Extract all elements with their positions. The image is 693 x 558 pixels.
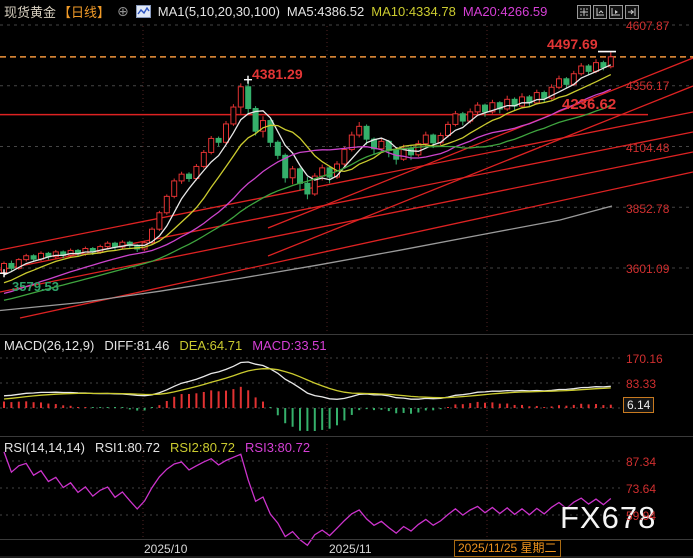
rsi2-value: RSI2:80.72 — [169, 440, 236, 455]
price-tick: 4607.87 — [626, 19, 670, 33]
peak-annotation: 4381.29 — [252, 66, 303, 82]
kline-icon[interactable] — [135, 4, 151, 18]
rsi1-value: RSI1:80.72 — [94, 440, 160, 455]
period-label: 【日线】 — [58, 4, 111, 20]
rsi-params-label: RSI(14,14,14) — [4, 440, 85, 455]
current-date-box: 2025/11/25 星期二 — [454, 540, 561, 557]
price-tick: 4104.48 — [626, 141, 670, 155]
crosshair-tool-icon[interactable] — [577, 5, 591, 19]
low-annotation: 3579.53 — [12, 279, 59, 294]
expand-icon[interactable]: ⊕ — [117, 2, 129, 19]
panel-dividers — [0, 334, 693, 558]
hline-annotation: 4236.62 — [562, 96, 617, 113]
rsi-tick: 73.64 — [626, 482, 657, 496]
diff-value: DIFF:81.46 — [104, 338, 170, 353]
ma10-value: MA10:4334.78 — [371, 3, 456, 19]
compress-time-axis-icon[interactable] — [609, 5, 623, 19]
price-markers — [0, 50, 616, 278]
ma100-line — [0, 205, 613, 312]
macd-value: MACD:33.51 — [252, 338, 327, 353]
ma20-value: MA20:4266.59 — [462, 3, 548, 19]
ma20-line — [3, 88, 612, 295]
expand-time-axis-icon[interactable] — [593, 5, 607, 19]
rsi-header: RSI(14,14,14) RSI1:80.72 RSI2:80.72 RSI3… — [4, 440, 310, 455]
price-tick: 4356.17 — [626, 79, 670, 93]
date-tick: 2025/10 — [144, 542, 188, 556]
macd-header: MACD(26,12,9) DIFF:81.46 DEA:64.71 MACD:… — [4, 338, 327, 353]
macd-histogram — [3, 386, 612, 431]
ma5-line — [3, 64, 612, 276]
chart-tools — [577, 5, 639, 19]
ma30-line — [3, 104, 612, 301]
shift-right-icon[interactable] — [625, 5, 639, 19]
macd-tick: 170.16 — [626, 352, 663, 366]
gridlines — [0, 24, 693, 538]
ma10-line — [3, 74, 612, 284]
macd-tick: 83.33 — [626, 377, 657, 391]
macd-current-value-box: 6.14 — [623, 397, 655, 413]
rsi-tick: 59.94 — [626, 509, 657, 523]
ma-params-label: MA1(5,10,20,30,100) — [157, 3, 280, 19]
macd-params-label: MACD(26,12,9) — [4, 338, 95, 353]
dea-line — [3, 368, 611, 400]
rsi3-value: RSI3:80.72 — [245, 440, 311, 455]
current-high-annotation: 4497.69 — [547, 36, 598, 52]
date-tick: 2025/11 — [329, 542, 372, 556]
rsi-tick: 87.34 — [626, 455, 657, 469]
instrument-title: 现货黄金 — [4, 4, 57, 20]
watermark: FX678 — [560, 500, 657, 535]
rsi-line — [3, 451, 612, 547]
ma5-value: MA5:4386.52 — [286, 3, 365, 19]
toolbar: 现货黄金 【日线】 ⊕ MA1(5,10,20,30,100) MA5:4386.… — [0, 0, 693, 22]
price-tick: 3852.78 — [626, 202, 670, 216]
dea-value: DEA:64.71 — [179, 338, 243, 353]
price-tick: 3601.09 — [626, 262, 670, 276]
